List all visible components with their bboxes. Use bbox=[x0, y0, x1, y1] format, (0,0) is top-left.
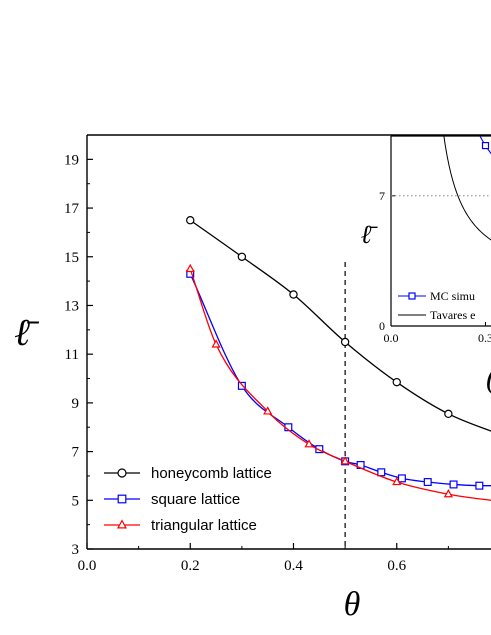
data-point-square bbox=[315, 445, 324, 454]
data-point-triangle bbox=[443, 489, 453, 498]
inset-mc-line bbox=[479, 136, 491, 155]
series-group bbox=[185, 216, 491, 501]
inset-y-axis-label: ℓ̄ bbox=[361, 220, 379, 249]
data-point-square bbox=[237, 381, 246, 390]
data-point-circle bbox=[340, 337, 350, 347]
y-tick-label: 9 bbox=[72, 396, 80, 412]
x-tick-label: 0.2 bbox=[181, 558, 200, 574]
y-tick-label: 13 bbox=[64, 298, 79, 314]
y-tick-label: 15 bbox=[64, 250, 79, 266]
data-point-triangle bbox=[392, 476, 402, 486]
inset-plot: 0 7 0.0 0.3 ℓ̄ MC simu Tavares e bbox=[361, 135, 491, 345]
inset-theory-line bbox=[443, 136, 491, 241]
inset-x-tick-label: 0.3 bbox=[478, 331, 491, 345]
y-tick-label: 7 bbox=[72, 445, 80, 461]
inset-legend-marker bbox=[408, 292, 416, 300]
data-point-square bbox=[377, 468, 386, 477]
inset-legend-label: Tavares e bbox=[430, 308, 475, 322]
inset-background bbox=[391, 136, 491, 326]
inset-x-tick-label: 0.0 bbox=[384, 331, 399, 345]
y-axis-label: ℓ̄ bbox=[14, 312, 40, 354]
legend-label: square lattice bbox=[151, 491, 240, 508]
x-tick-label: 0.0 bbox=[78, 558, 97, 574]
inset-legend-label: MC simu bbox=[430, 289, 475, 303]
data-point-circle bbox=[186, 216, 195, 225]
data-point-triangle bbox=[211, 339, 221, 348]
data-point-triangle bbox=[340, 456, 350, 465]
partial-panel-label: ( bbox=[486, 362, 491, 395]
x-tick-label: 0.6 bbox=[387, 558, 406, 574]
data-point-circle bbox=[237, 252, 247, 261]
y-tick-label: 5 bbox=[72, 493, 80, 509]
y-tick-label: 3 bbox=[72, 542, 80, 558]
legend-marker-triangle bbox=[116, 519, 128, 529]
inset-y-tick-label: 0 bbox=[379, 319, 385, 333]
legend-marker-circle bbox=[117, 468, 127, 478]
data-point-circle bbox=[289, 290, 298, 299]
data-point-triangle bbox=[185, 263, 195, 273]
y-tick-label: 11 bbox=[65, 347, 79, 363]
data-point-circle bbox=[392, 377, 401, 387]
data-point-square bbox=[449, 480, 458, 489]
inset-series-group: MC simu Tavares e bbox=[391, 136, 491, 322]
x-axis-label: θ bbox=[344, 586, 361, 623]
main-legend: honeycomb lattice square lattice triangula… bbox=[104, 465, 272, 534]
inset-y-tick-label: 7 bbox=[379, 189, 385, 203]
legend-label: honeycomb lattice bbox=[151, 465, 272, 482]
data-point-circle bbox=[444, 409, 453, 419]
y-tick-label: 19 bbox=[64, 152, 79, 168]
data-point-triangle bbox=[263, 406, 273, 415]
y-tick-label: 17 bbox=[64, 201, 80, 217]
x-tick-label: 0.4 bbox=[284, 558, 303, 574]
data-point-triangle bbox=[304, 439, 314, 448]
data-point-square bbox=[397, 474, 406, 483]
legend-label: triangular lattice bbox=[151, 517, 257, 534]
inset-data-point-square bbox=[481, 141, 490, 150]
data-point-square bbox=[423, 478, 432, 487]
legend-marker-square bbox=[117, 494, 127, 504]
data-point-square bbox=[475, 481, 484, 490]
